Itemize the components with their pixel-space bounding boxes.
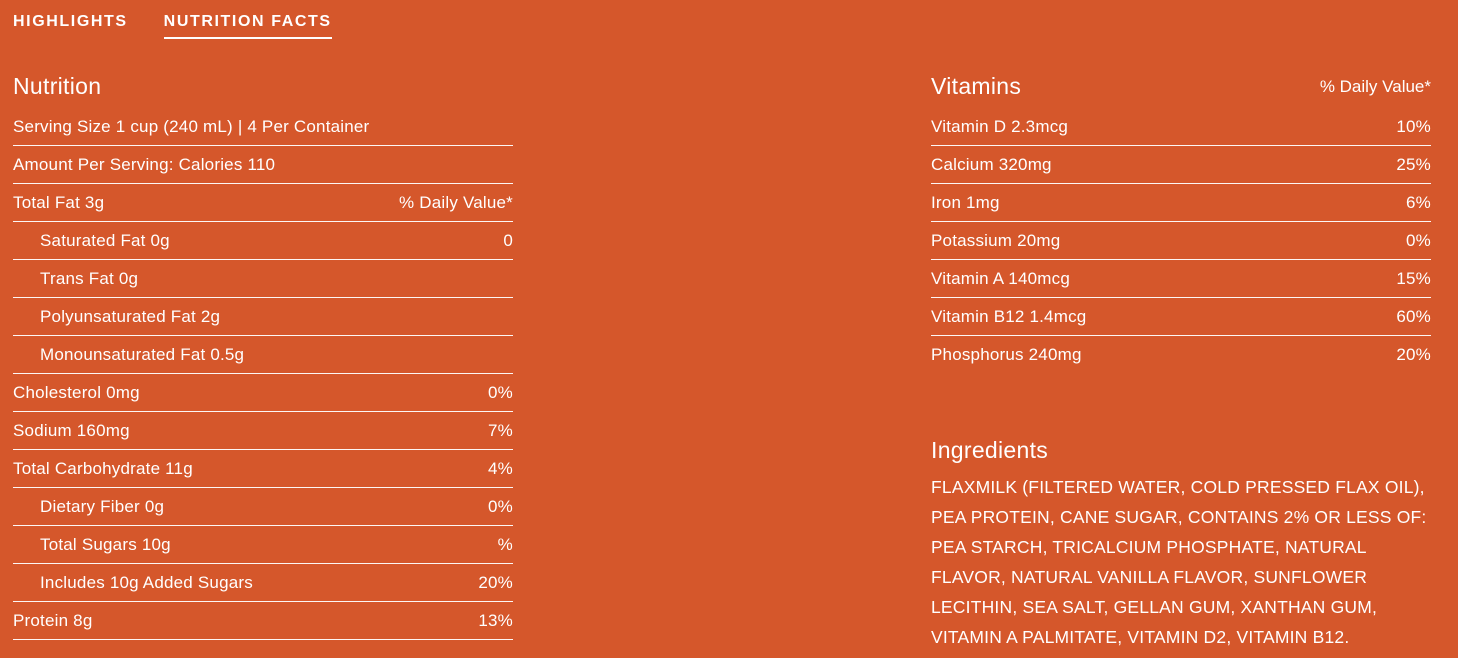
row-value: % xyxy=(497,534,513,554)
row-value: 60% xyxy=(1396,306,1431,326)
row-label: Vitamin D 2.3mcg xyxy=(931,116,1069,136)
table-row: Calcium 320mg 25% xyxy=(931,146,1431,184)
row-label: Amount Per Serving: Calories 110 xyxy=(13,154,276,174)
table-row: Cholesterol 0mg 0% xyxy=(13,374,513,412)
row-label: Total Carbohydrate 11g xyxy=(13,458,193,478)
row-label: Saturated Fat 0g xyxy=(40,230,170,250)
row-value: 15% xyxy=(1396,268,1431,288)
daily-value-label: % Daily Value* xyxy=(1319,77,1431,96)
row-value: 13% xyxy=(478,610,513,630)
row-label: Total Fat 3g xyxy=(13,192,105,212)
row-value: 7% xyxy=(488,420,513,440)
row-value: 10% xyxy=(1396,116,1431,136)
row-label: Includes 10g Added Sugars xyxy=(40,572,253,592)
table-row: Total Fat 3g % Daily Value* xyxy=(13,184,513,222)
table-row: Polyunsaturated Fat 2g xyxy=(13,298,513,336)
row-label: Polyunsaturated Fat 2g xyxy=(40,306,221,326)
table-row: Vitamin B12 1.4mcg 60% xyxy=(931,298,1431,336)
table-row: Potassium 20mg 0% xyxy=(931,222,1431,260)
ingredients-section: Ingredients FLAXMILK (FILTERED WATER, CO… xyxy=(931,434,1431,652)
tab-highlights[interactable]: HIGHLIGHTS xyxy=(13,13,128,30)
row-label: Vitamin B12 1.4mcg xyxy=(931,306,1087,326)
vitamins-panel: Vitamins % Daily Value* Vitamin D 2.3mcg… xyxy=(931,70,1431,652)
table-row: Trans Fat 0g xyxy=(13,260,513,298)
row-value: 0% xyxy=(488,382,513,402)
row-label: Vitamin A 140mcg xyxy=(931,268,1070,288)
table-row: Amount Per Serving: Calories 110 xyxy=(13,146,513,184)
tab-bar: HIGHLIGHTS NUTRITION FACTS xyxy=(13,13,332,39)
row-label: Calcium 320mg xyxy=(931,154,1052,174)
row-label: Phosphorus 240mg xyxy=(931,344,1082,364)
row-value: 0% xyxy=(1406,230,1431,250)
row-value: 20% xyxy=(478,572,513,592)
ingredients-title: Ingredients xyxy=(931,437,1049,463)
vitamins-rows: Vitamin D 2.3mcg 10% Calcium 320mg 25% Iro… xyxy=(931,108,1431,373)
nutrition-panel: Nutrition Serving Size 1 cup (240 mL) | … xyxy=(13,70,513,640)
row-value: % Daily Value* xyxy=(399,192,513,212)
nutrition-title: Nutrition xyxy=(13,73,102,99)
row-value: 20% xyxy=(1396,344,1431,364)
nutrition-rows: Serving Size 1 cup (240 mL) | 4 Per Cont… xyxy=(13,108,513,640)
table-row: Dietary Fiber 0g 0% xyxy=(13,488,513,526)
row-value: 0% xyxy=(488,496,513,516)
table-row: Monounsaturated Fat 0.5g xyxy=(13,336,513,374)
table-row: Serving Size 1 cup (240 mL) | 4 Per Cont… xyxy=(13,108,513,146)
table-row: Sodium 160mg 7% xyxy=(13,412,513,450)
row-value: 0 xyxy=(503,230,513,250)
table-row: Vitamin D 2.3mcg 10% xyxy=(931,108,1431,146)
row-label: Trans Fat 0g xyxy=(40,268,139,288)
row-label: Protein 8g xyxy=(13,610,93,630)
table-row: Phosphorus 240mg 20% xyxy=(931,336,1431,373)
row-label: Cholesterol 0mg xyxy=(13,382,140,402)
ingredients-text: FLAXMILK (FILTERED WATER, COLD PRESSED F… xyxy=(931,477,1427,647)
vitamins-header: Vitamins % Daily Value* xyxy=(931,70,1431,102)
row-label: Total Sugars 10g xyxy=(40,534,171,554)
nutrition-header: Nutrition xyxy=(13,70,513,102)
row-label: Monounsaturated Fat 0.5g xyxy=(40,344,245,364)
row-label: Sodium 160mg xyxy=(13,420,130,440)
row-value: 4% xyxy=(488,458,513,478)
table-row: Protein 8g 13% xyxy=(13,602,513,640)
row-label: Serving Size 1 cup (240 mL) | 4 Per Cont… xyxy=(13,116,370,136)
row-label: Iron 1mg xyxy=(931,192,1000,212)
row-value: 6% xyxy=(1406,192,1431,212)
table-row: Total Carbohydrate 11g 4% xyxy=(13,450,513,488)
tab-nutrition-facts[interactable]: NUTRITION FACTS xyxy=(163,13,332,39)
table-row: Total Sugars 10g% xyxy=(13,526,513,564)
table-row: Includes 10g Added Sugars 20% xyxy=(13,564,513,602)
row-label: Dietary Fiber 0g xyxy=(40,496,165,516)
table-row: Saturated Fat 0g 0 xyxy=(13,222,513,260)
table-row: Vitamin A 140mcg 15% xyxy=(931,260,1431,298)
vitamins-title: Vitamins xyxy=(931,73,1022,99)
table-row: Iron 1mg 6% xyxy=(931,184,1431,222)
row-value: 25% xyxy=(1396,154,1431,174)
row-label: Potassium 20mg xyxy=(931,230,1061,250)
